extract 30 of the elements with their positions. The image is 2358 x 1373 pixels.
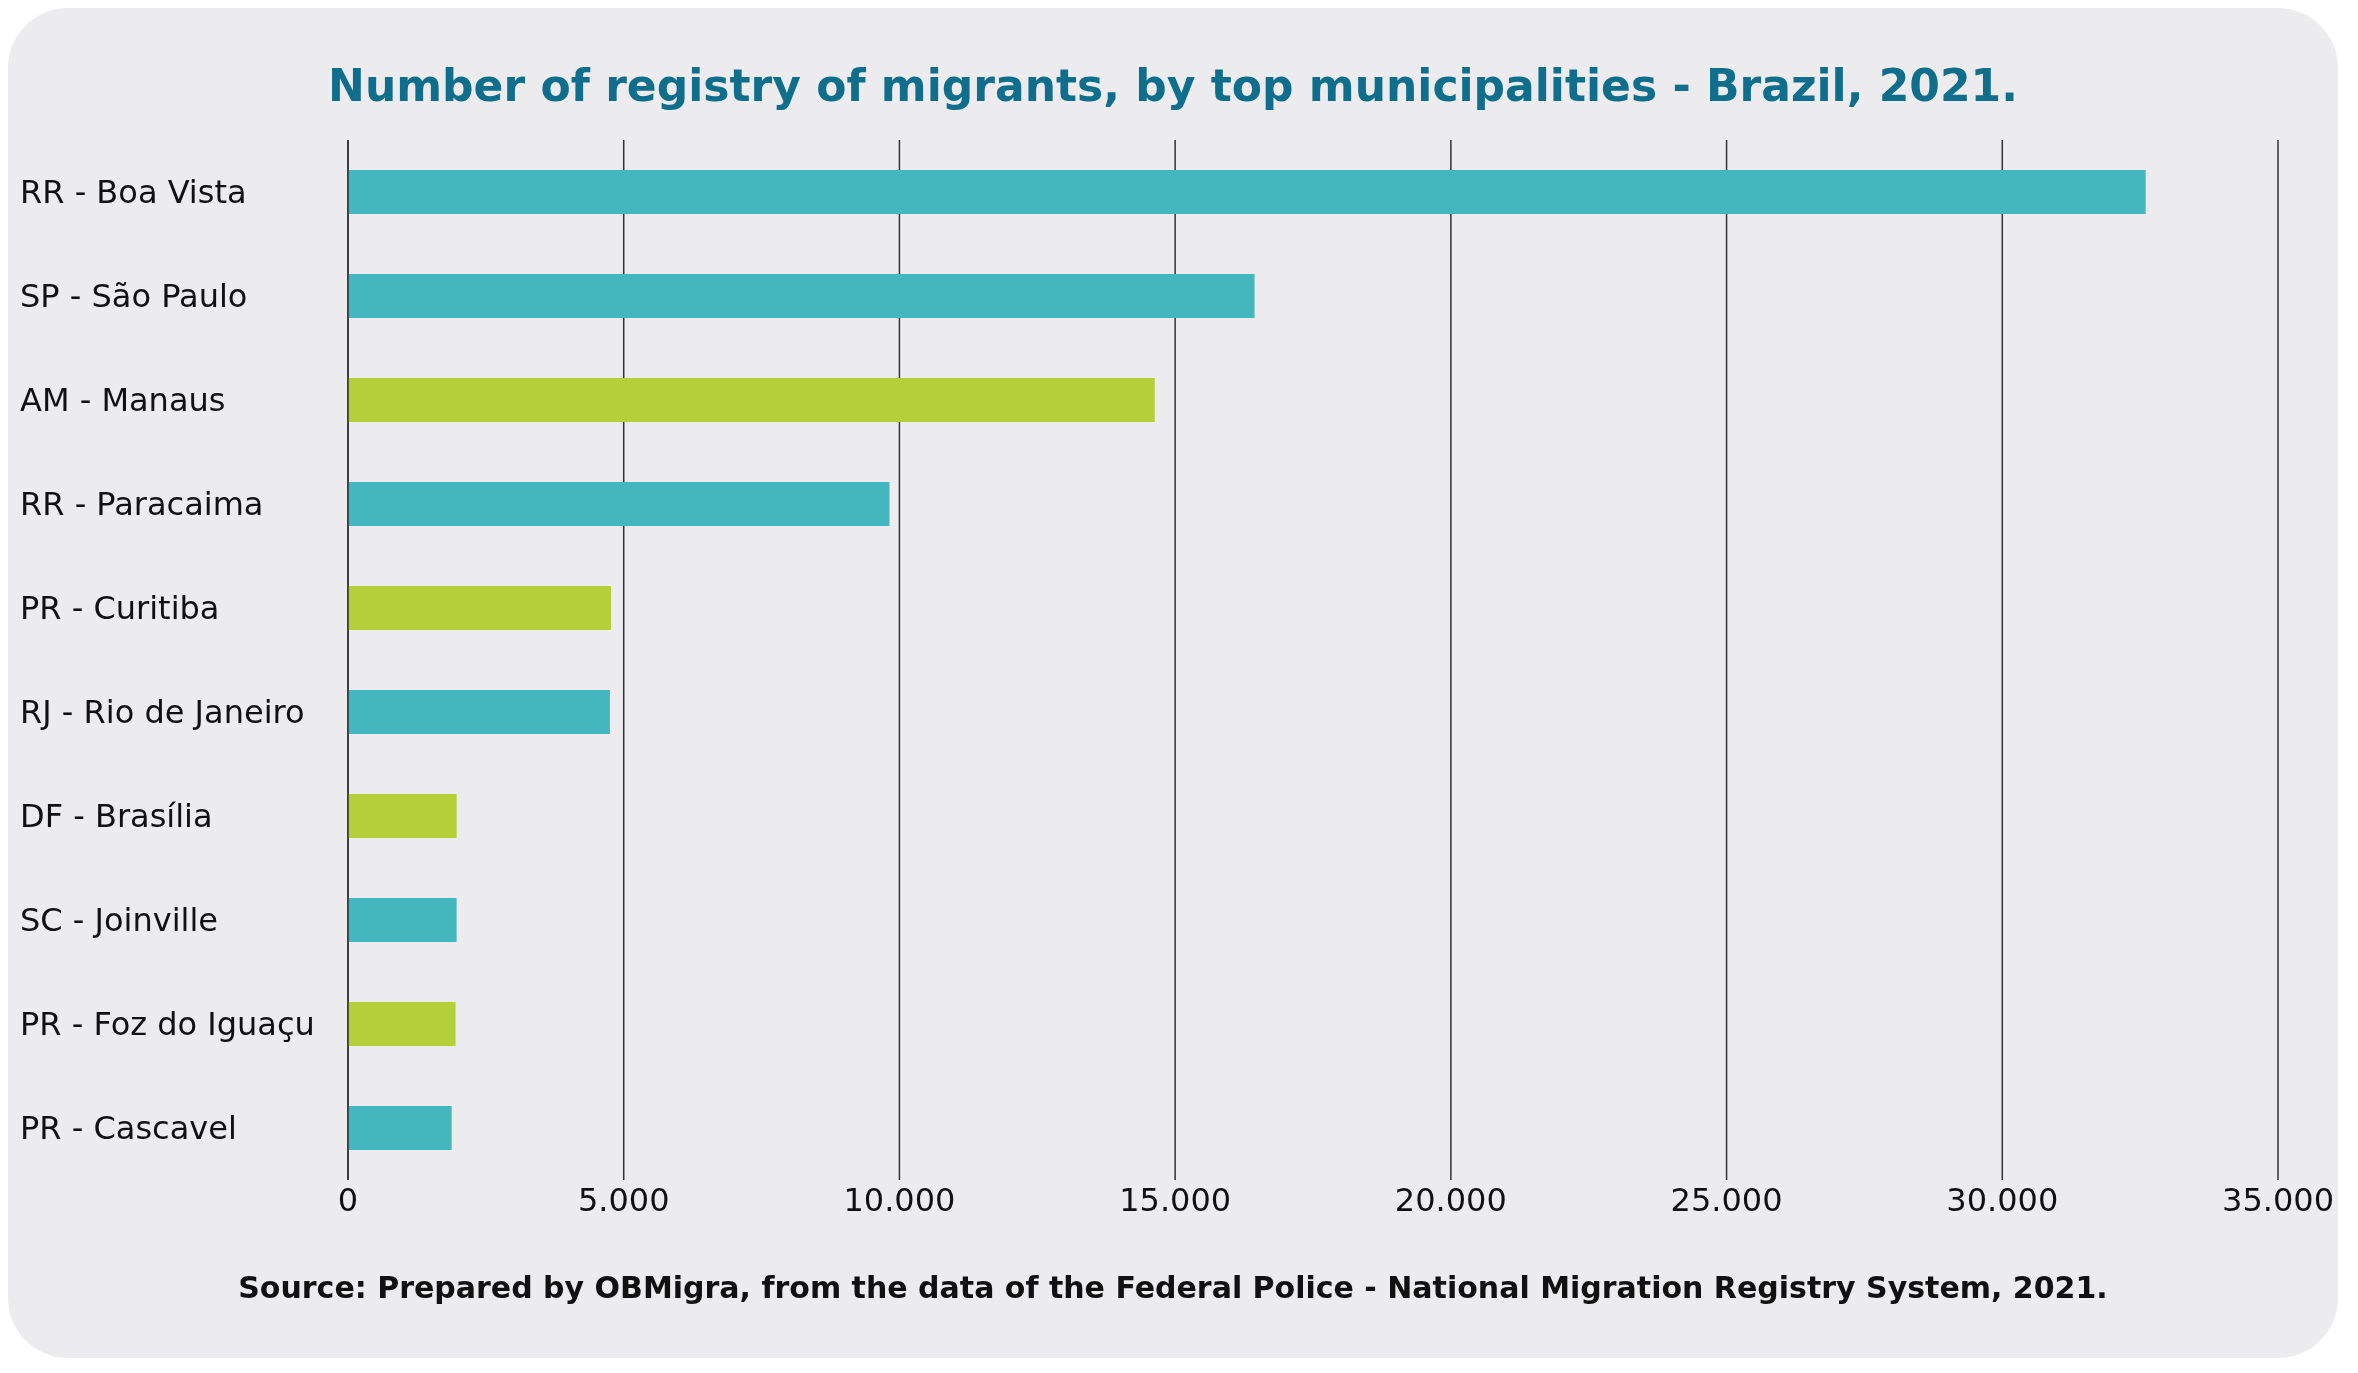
x-tick-label: 0: [337, 1180, 359, 1219]
x-tick-label: 15.000: [1119, 1180, 1232, 1219]
y-tick-label: PR - Foz do Iguaçu: [20, 1005, 315, 1044]
bar: [348, 274, 1255, 318]
bar: [348, 378, 1155, 422]
bar: [348, 898, 457, 942]
x-tick-label: 30.000: [1946, 1180, 2059, 1219]
bar: [348, 170, 2146, 214]
x-tick-label: 35.000: [2222, 1180, 2334, 1219]
bar: [348, 1002, 456, 1046]
bar: [348, 690, 610, 734]
y-tick-label: RJ - Rio de Janeiro: [20, 693, 305, 732]
y-tick-label: PR - Curitiba: [20, 589, 220, 628]
x-tick-label: 20.000: [1394, 1180, 1507, 1219]
x-tick-label: 25.000: [1670, 1180, 1783, 1219]
y-tick-label: SC - Joinville: [20, 901, 219, 940]
bar: [348, 586, 612, 630]
x-tick-label: 10.000: [843, 1180, 956, 1219]
chart-title: Number of registry of migrants, by top municipalities - Brazil, 2021.: [327, 59, 2019, 113]
y-tick-label: PR - Cascavel: [20, 1109, 237, 1148]
y-tick-label: RR - Paracaima: [20, 485, 264, 524]
bar: [348, 794, 457, 838]
bar: [348, 482, 890, 526]
y-tick-label: RR - Boa Vista: [20, 173, 247, 212]
y-tick-label: AM - Manaus: [20, 381, 226, 420]
y-tick-label: SP - São Paulo: [20, 277, 248, 316]
bar: [348, 1106, 452, 1150]
y-tick-label: DF - Brasília: [20, 797, 213, 836]
source-note: Source: Prepared by OBMigra, from the data of the Federal Police - National Migration Registry System, 2021.: [237, 1270, 2109, 1305]
x-tick-label: 5.000: [577, 1180, 670, 1219]
